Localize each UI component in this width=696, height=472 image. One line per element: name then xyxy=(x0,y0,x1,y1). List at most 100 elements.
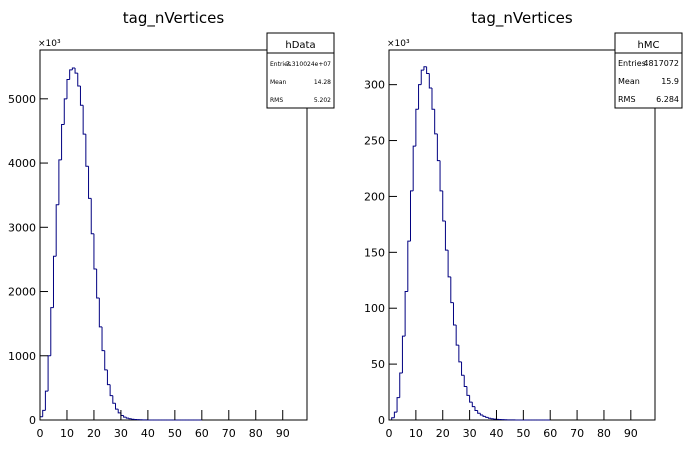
x-tick-label: 60 xyxy=(543,427,557,440)
y-tick-label: 50 xyxy=(371,358,385,371)
histogram-bin xyxy=(461,361,465,376)
histogram-bin xyxy=(93,233,97,270)
histogram-bin xyxy=(447,250,451,278)
histogram-bin xyxy=(490,418,494,420)
histogram-bin xyxy=(42,409,46,417)
histogram-bin xyxy=(96,269,100,299)
x-tick-label: 70 xyxy=(222,427,236,440)
histogram-bin xyxy=(109,384,113,397)
histogram-bin xyxy=(79,85,84,106)
histogram-bin xyxy=(55,204,59,257)
stats-value: 7.310024e+07 xyxy=(286,61,331,68)
y-tick-label: 150 xyxy=(364,246,385,259)
histogram-bin xyxy=(115,403,119,410)
histogram-bin xyxy=(117,409,121,414)
y-tick-label: 4000 xyxy=(8,157,36,170)
histogram-bin xyxy=(412,145,416,191)
stats-value: 4817072 xyxy=(643,59,679,68)
stats-value: 5.202 xyxy=(314,97,331,104)
histogram-bin xyxy=(74,67,78,74)
x-tick-label: 30 xyxy=(463,427,477,440)
stats-value: 14.28 xyxy=(314,79,331,86)
chart-title: tag_nVertices xyxy=(123,9,225,28)
stats-label: RMS xyxy=(618,95,636,104)
x-tick-label: 10 xyxy=(409,427,423,440)
histogram-bin xyxy=(436,133,441,162)
histogram-bin xyxy=(401,335,406,374)
y-tick-label: 1000 xyxy=(8,350,36,363)
stats-name: hData xyxy=(285,40,315,51)
histogram-bin xyxy=(44,390,49,411)
histogram-bin xyxy=(112,395,116,404)
histogram-bin xyxy=(85,134,89,167)
stats-name: hMC xyxy=(638,40,660,51)
histogram-bin xyxy=(444,221,449,251)
histogram-bin xyxy=(98,297,103,328)
histogram-bin xyxy=(409,190,414,242)
histogram-bin xyxy=(47,355,51,392)
histogram-bin xyxy=(58,159,62,205)
histogram-bin xyxy=(52,255,57,308)
x-tick-label: 80 xyxy=(597,427,611,440)
stats-label: Entries xyxy=(270,61,291,68)
x-tick-label: 40 xyxy=(489,427,503,440)
histogram-bin xyxy=(407,240,411,292)
histogram-bin xyxy=(90,198,94,235)
stats-value: 6.284 xyxy=(656,95,679,104)
histogram-bin xyxy=(434,109,438,135)
histogram-bin xyxy=(458,345,462,363)
histogram-bin xyxy=(71,67,76,70)
x-tick-label: 40 xyxy=(141,427,155,440)
histogram-bin xyxy=(396,397,400,413)
stats-label: Mean xyxy=(270,79,287,86)
histogram-bin xyxy=(63,98,67,125)
y-tick-label: 100 xyxy=(364,302,385,315)
x-tick-label: 20 xyxy=(87,427,101,440)
histogram-bin xyxy=(487,417,492,419)
histogram-bin xyxy=(50,307,54,356)
histogram-bin xyxy=(485,416,489,418)
y-tick-label: 300 xyxy=(364,79,385,92)
histogram-bin xyxy=(393,411,398,418)
histogram-bin xyxy=(466,386,470,396)
y-tick-label: 0 xyxy=(29,414,36,427)
histogram-bin xyxy=(469,395,473,403)
x-tick-label: 80 xyxy=(249,427,263,440)
histogram-bin xyxy=(482,414,486,417)
histogram-bin xyxy=(471,402,475,408)
stats-box xyxy=(266,32,335,109)
y-multiplier: ×10³ xyxy=(387,39,410,49)
histogram-bin xyxy=(125,417,129,419)
histogram-bin xyxy=(418,84,422,110)
histogram-bin xyxy=(420,69,424,85)
histogram-bin xyxy=(88,166,92,199)
stats-label: Entries xyxy=(618,59,646,68)
x-tick-label: 90 xyxy=(624,427,638,440)
histogram-bin xyxy=(104,350,108,371)
histogram-bin xyxy=(69,69,73,80)
x-tick-label: 10 xyxy=(60,427,74,440)
histogram-bin xyxy=(106,369,111,386)
y-tick-label: 0 xyxy=(378,414,385,427)
histogram-bin xyxy=(455,324,459,346)
stats-value: 15.9 xyxy=(661,77,679,86)
histogram-bin xyxy=(463,375,467,387)
histogram-bin xyxy=(82,105,86,135)
histogram-bin xyxy=(77,73,81,87)
histogram-bin xyxy=(66,79,70,99)
histogram-bin xyxy=(131,418,135,420)
x-tick-label: 70 xyxy=(570,427,584,440)
y-tick-label: 2000 xyxy=(8,286,36,299)
y-tick-label: 3000 xyxy=(8,221,36,234)
histogram-bin xyxy=(426,66,430,74)
x-tick-label: 20 xyxy=(436,427,450,440)
histogram-bin xyxy=(123,415,127,418)
y-tick-label: 250 xyxy=(364,135,385,148)
histogram-bin xyxy=(452,302,457,326)
histogram-bin xyxy=(477,410,481,414)
histogram-bin xyxy=(423,66,427,71)
chart-title: tag_nVertices xyxy=(471,9,573,28)
stats-label: Mean xyxy=(618,77,640,86)
histogram-bin xyxy=(128,418,132,420)
